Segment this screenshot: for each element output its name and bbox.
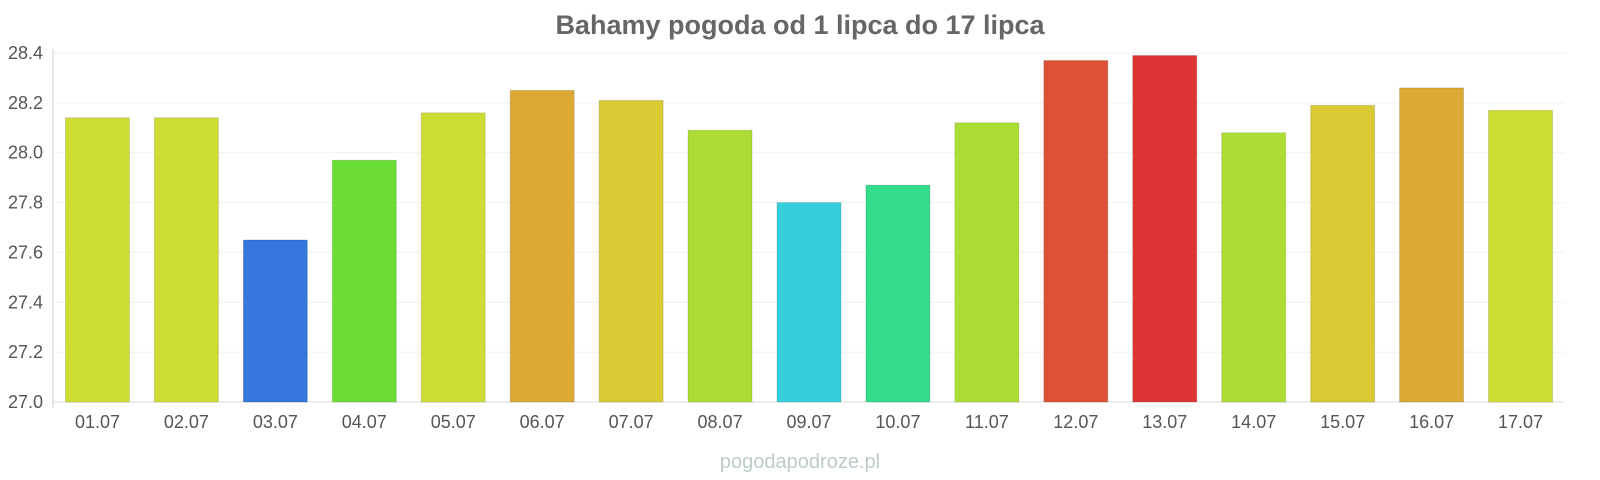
bars <box>64 54 1554 403</box>
bar-12.07 <box>1043 59 1109 403</box>
chart-title: Bahamy pogoda od 1 lipca do 17 lipca <box>555 10 1045 40</box>
x-tick-label: 08.07 <box>698 412 743 432</box>
y-tick-label: 27.4 <box>8 292 43 312</box>
y-tick-label: 27.2 <box>8 342 43 362</box>
bar-07.07 <box>598 99 664 403</box>
y-tick-label: 27.0 <box>8 392 43 412</box>
x-tick-label: 06.07 <box>520 412 565 432</box>
bar-11.07 <box>954 122 1020 403</box>
bar-13.07 <box>1132 54 1198 403</box>
x-tick-label: 14.07 <box>1231 412 1276 432</box>
bar-17.07 <box>1488 109 1554 403</box>
x-tick-label: 01.07 <box>75 412 120 432</box>
y-tick-label: 28.2 <box>8 93 43 113</box>
x-tick-label: 04.07 <box>342 412 387 432</box>
x-tick-label: 13.07 <box>1142 412 1187 432</box>
x-tick-label: 10.07 <box>875 412 920 432</box>
x-tick-label: 05.07 <box>431 412 476 432</box>
x-tick-label: 07.07 <box>609 412 654 432</box>
x-tick-label: 02.07 <box>164 412 209 432</box>
y-tick-labels: 27.0 27.2 27.4 27.6 27.8 28.0 28.2 28.4 <box>8 43 43 412</box>
y-tick-label: 27.6 <box>8 242 43 262</box>
bar-06.07 <box>509 89 575 403</box>
watermark: pogodapodroze.pl <box>719 451 881 473</box>
bar-16.07 <box>1399 87 1465 403</box>
x-tick-label: 12.07 <box>1053 412 1098 432</box>
bar-10.07 <box>865 184 931 403</box>
x-tick-label: 15.07 <box>1320 412 1365 432</box>
bar-04.07 <box>331 159 397 403</box>
bar-03.07 <box>242 239 308 403</box>
y-tick-label: 28.0 <box>8 143 43 163</box>
bar-15.07 <box>1310 104 1376 403</box>
bar-09.07 <box>776 202 842 403</box>
bar-01.07 <box>64 117 130 403</box>
x-tick-label: 03.07 <box>253 412 298 432</box>
bar-02.07 <box>153 117 219 403</box>
bar-08.07 <box>687 129 753 403</box>
y-tick-label: 28.4 <box>8 43 43 63</box>
x-tick-label: 17.07 <box>1498 412 1543 432</box>
x-tick-label: 16.07 <box>1409 412 1454 432</box>
x-tick-labels: 01.07 02.07 03.07 04.07 05.07 06.07 07.07 08.07… <box>75 412 1543 432</box>
y-tick-label: 27.8 <box>8 193 43 213</box>
x-tick-label: 11.07 <box>965 412 1009 432</box>
bar-05.07 <box>420 112 486 403</box>
x-tick-label: 09.07 <box>786 412 831 432</box>
bar-14.07 <box>1221 132 1287 403</box>
